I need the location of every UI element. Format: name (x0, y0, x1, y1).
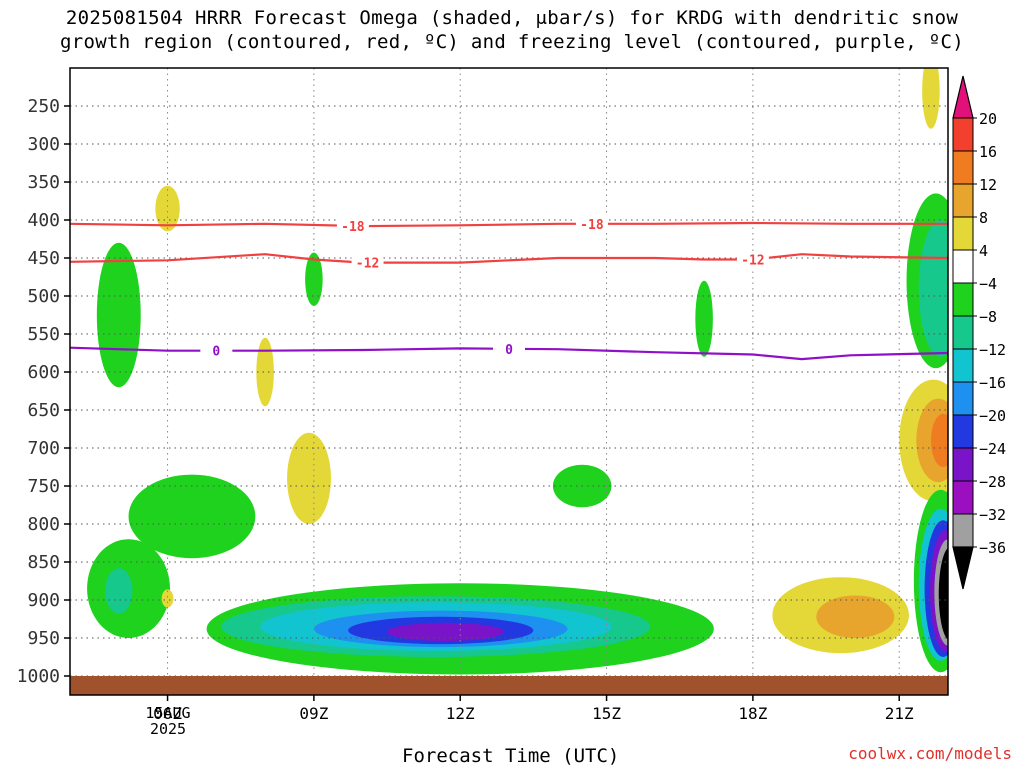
ground-fill (70, 676, 948, 695)
colorbar-label: −32 (979, 506, 1006, 524)
omega-region-1 (155, 185, 180, 232)
omega-region-18 (816, 595, 895, 638)
x-tick-label-21Z: 21Z (885, 704, 914, 723)
omega-region-0 (96, 242, 141, 388)
credit-text: coolwx.com/models (848, 744, 1012, 763)
contour-label-bg (493, 340, 525, 357)
y-tick-label-600: 600 (27, 362, 60, 383)
y-tick-label-1000: 1000 (17, 666, 60, 687)
colorbar-bin-6 (952, 315, 974, 350)
y-tick-label-900: 900 (27, 590, 60, 611)
contour-label-bg (336, 217, 369, 234)
contour-label-bg (575, 215, 608, 232)
y-tick-label-950: 950 (27, 628, 60, 649)
omega-region-9 (105, 568, 133, 614)
colorbar-label: −36 (979, 539, 1006, 557)
colorbar-bin-11 (952, 480, 974, 515)
omega-region-19 (922, 68, 940, 129)
contour-label: -18 (580, 218, 604, 233)
colorbar-bin-8 (952, 381, 974, 416)
omega-region-3 (256, 337, 274, 407)
colorbar-bin-9 (952, 414, 974, 449)
date-label-year: 2025 (149, 720, 187, 738)
colorbar-label: 8 (979, 209, 988, 227)
y-tick-label-300: 300 (27, 134, 60, 155)
contour-label-bg (200, 342, 233, 359)
x-tick-label-15Z: 15Z (592, 704, 621, 723)
y-tick-label-400: 400 (27, 210, 60, 231)
y-tick-label-250: 250 (27, 96, 60, 117)
omega-region-24 (930, 413, 948, 467)
colorbar-label: −4 (979, 275, 997, 293)
x-tick-label-12Z: 12Z (446, 704, 475, 723)
contour-line-0-0 (70, 221, 948, 228)
title-line-2: growth region (contoured, red, ºC) and f… (60, 31, 964, 53)
title-line-1: 2025081504 HRRR Forecast Omega (shaded, … (65, 7, 959, 29)
y-tick-label-750: 750 (27, 476, 60, 497)
colorbar: 20 16 12 8 4 −4 −8 −12 −16 −20 −24 −28 −32 −36 (952, 75, 1006, 590)
contour-label: 0 (212, 345, 220, 360)
colorbar-label: 20 (979, 110, 997, 128)
colorbar-label: 16 (979, 143, 997, 161)
contour-label: -18 (341, 220, 365, 235)
omega-region-30 (938, 547, 948, 640)
plot-area: -18 -18 -12 -12 0 0 (70, 68, 948, 695)
y-tick-label-500: 500 (27, 286, 60, 307)
y-tick-label-450: 450 (27, 248, 60, 269)
colorbar-bin-1 (952, 150, 974, 185)
colorbar-top-arrow (952, 75, 974, 119)
plot-frame (69, 67, 949, 696)
y-tick-label-650: 650 (27, 400, 60, 421)
x-tick-label-06Z: 06Z (153, 704, 182, 723)
colorbar-bin-0 (952, 117, 974, 152)
colorbar-label: −8 (979, 308, 997, 326)
colorbar-bin-7 (952, 348, 974, 383)
colorbar-label: −12 (979, 341, 1006, 359)
omega-region-4 (287, 432, 331, 524)
contour-line-0-1 (70, 253, 948, 264)
omega-region-21 (918, 220, 948, 357)
colorbar-bin-12 (952, 513, 974, 548)
colorbar-bin-3 (952, 216, 974, 251)
colorbar-bin-5 (952, 282, 974, 317)
colorbar-label: 12 (979, 176, 997, 194)
omega-region-10 (161, 589, 174, 608)
colorbar-bin-4 (952, 249, 974, 284)
x-date-label: 15AUG 2025 (130, 705, 206, 737)
colorbar-bin-2 (952, 183, 974, 218)
omega-region-8 (128, 474, 256, 559)
x-tick-label-18Z: 18Z (738, 704, 767, 723)
omega-region-2 (305, 252, 323, 306)
x-axis-label: Forecast Time (UTC) (402, 745, 620, 767)
colorbar-label: −16 (979, 374, 1006, 392)
colorbar-label: −20 (979, 407, 1006, 425)
date-label-day: 15AUG (145, 704, 191, 722)
y-tick-label-350: 350 (27, 172, 60, 193)
contour-line-1-0 (70, 346, 948, 361)
y-tick-label-700: 700 (27, 438, 60, 459)
colorbar-label: 4 (979, 242, 988, 260)
y-tick-label-550: 550 (27, 324, 60, 345)
colorbar-bottom-arrow (952, 546, 974, 590)
y-tick-label-850: 850 (27, 552, 60, 573)
contour-label: -12 (356, 257, 379, 272)
x-tick-label-09Z: 09Z (299, 704, 328, 723)
omega-region-5 (695, 280, 713, 357)
contour-label: 0 (505, 343, 513, 358)
chart-title: 2025081504 HRRR Forecast Omega (shaded, … (0, 6, 1024, 54)
contour-label-bg (736, 251, 769, 268)
colorbar-bin-10 (952, 447, 974, 482)
contour-label: -12 (741, 254, 764, 269)
omega-region-16 (387, 622, 505, 642)
contour-label-bg (351, 254, 384, 271)
y-tick-label-800: 800 (27, 514, 60, 535)
colorbar-label: −24 (979, 440, 1006, 458)
colorbar-label: −28 (979, 473, 1006, 491)
